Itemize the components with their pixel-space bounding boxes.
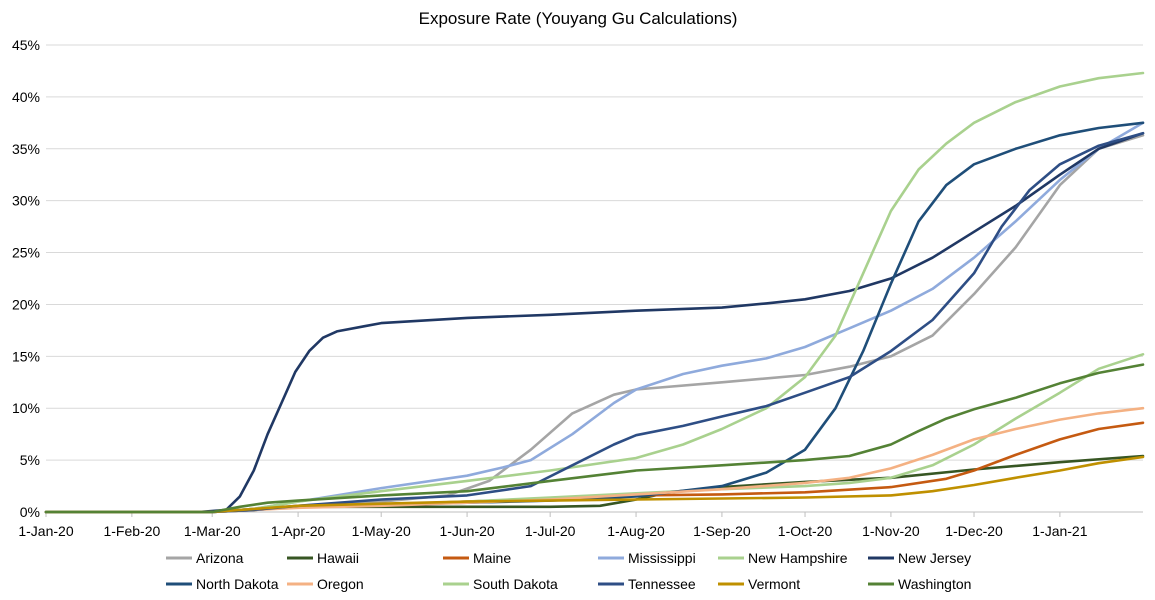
y-tick-label: 25%: [12, 245, 40, 261]
x-tick-label: 1-Feb-20: [103, 523, 160, 539]
y-tick-label: 40%: [12, 89, 40, 105]
x-tick-label: 1-May-20: [352, 523, 411, 539]
y-tick-label: 15%: [12, 348, 40, 364]
grid-layer: [46, 44, 1143, 461]
x-tick-label: 1-Mar-20: [184, 523, 241, 539]
legend-label-oregon: Oregon: [317, 576, 364, 592]
legend-label-north-dakota: North Dakota: [196, 576, 279, 592]
y-tick-label: 30%: [12, 193, 40, 209]
axis-layer: 0% 5% 10% 15% 20% 25% 30% 35% 40% 45% 1-Jan-20 1-Fe…: [12, 37, 1143, 539]
legend-label-vermont: Vermont: [748, 576, 800, 592]
series-line-mississippi: [44, 121, 1145, 514]
legend-label-hawaii: Hawaii: [317, 550, 359, 566]
series-line-tennessee: [44, 131, 1145, 514]
series-line-south-dakota: [44, 71, 1145, 514]
legend-label-washington: Washington: [898, 576, 971, 592]
x-tick-label: 1-Nov-20: [862, 523, 920, 539]
y-tick-label: 35%: [12, 141, 40, 157]
legend-label-south-dakota: South Dakota: [473, 576, 558, 592]
legend-label-arizona: Arizona: [196, 550, 244, 566]
x-tick-label: 1-Oct-20: [778, 523, 833, 539]
series-line-washington: [44, 363, 1145, 514]
x-tick-label: 1-Jan-20: [18, 523, 73, 539]
series-line-vermont: [44, 455, 1145, 514]
x-tick-label: 1-Sep-20: [693, 523, 751, 539]
legend-label-new-jersey: New Jersey: [898, 550, 971, 566]
series-line-oregon: [44, 406, 1145, 514]
legend-label-new-hampshire: New Hampshire: [748, 550, 848, 566]
legend-label-tennessee: Tennessee: [628, 576, 696, 592]
x-tick-label: 1-Apr-20: [271, 523, 326, 539]
series-layer: [44, 71, 1145, 514]
y-tick-label: 5%: [20, 452, 40, 468]
chart-title: Exposure Rate (Youyang Gu Calculations): [419, 9, 738, 28]
x-tick-label: 1-Jun-20: [439, 523, 494, 539]
x-tick-label: 1-Jan-21: [1032, 523, 1087, 539]
legend: Arizona Hawaii Maine Mississippi New Hampshi…: [166, 550, 971, 592]
y-tick-label: 20%: [12, 296, 40, 312]
y-tick-label: 10%: [12, 400, 40, 416]
legend-label-mississippi: Mississippi: [628, 550, 696, 566]
y-tick-label: 45%: [12, 37, 40, 53]
legend-label-maine: Maine: [473, 550, 511, 566]
x-tick-label: 1-Dec-20: [945, 523, 1003, 539]
x-tick-label: 1-Aug-20: [607, 523, 665, 539]
x-tick-label: 1-Jul-20: [525, 523, 576, 539]
series-line-new-jersey: [44, 131, 1145, 514]
y-tick-label: 0%: [20, 504, 40, 520]
